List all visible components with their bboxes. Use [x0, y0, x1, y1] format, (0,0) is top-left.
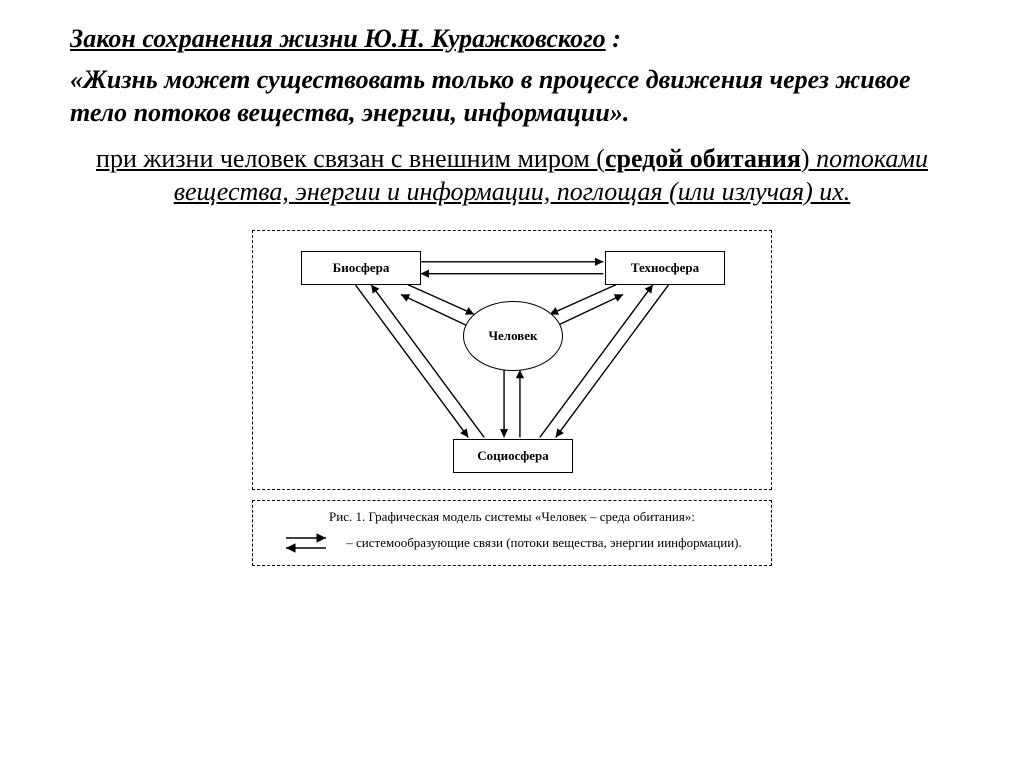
node-biosphere: Биосфера [301, 251, 421, 285]
node-sociosphere: Социосфера [453, 439, 573, 473]
caption-frame: Рис. 1. Графическая модель системы «Чело… [252, 500, 772, 566]
node-technosphere-label: Техносфера [631, 260, 699, 276]
sub-env: средой обитания [605, 144, 801, 173]
node-technosphere: Техносфера [605, 251, 725, 285]
sub-pre: при жизни человек связан с внешним миром… [96, 144, 605, 173]
node-biosphere-label: Биосфера [333, 260, 390, 276]
caption-legend: – системообразующие связи (потоки вещест… [346, 535, 741, 551]
legend-arrows-icon [282, 531, 332, 555]
title-underlined: Закон сохранения жизни Ю.Н. Куражковског… [70, 24, 606, 53]
node-sociosphere-label: Социосфера [477, 448, 548, 464]
caption-line1: Рис. 1. Графическая модель системы «Чело… [265, 509, 759, 525]
sub-post-close: ) [801, 144, 810, 173]
diagram-container: Биосфера Техносфера Социосфера Человек Р… [252, 230, 772, 566]
node-human: Человек [463, 301, 563, 371]
subtitle: при жизни человек связан с внешним миром… [70, 143, 954, 208]
title-tail: : [606, 24, 621, 53]
quote-text: «Жизнь может существовать только в проце… [70, 64, 954, 129]
page-title: Закон сохранения жизни Ю.Н. Куражковског… [70, 24, 954, 54]
diagram-frame: Биосфера Техносфера Социосфера Человек [252, 230, 772, 490]
node-human-label: Человек [488, 328, 537, 344]
